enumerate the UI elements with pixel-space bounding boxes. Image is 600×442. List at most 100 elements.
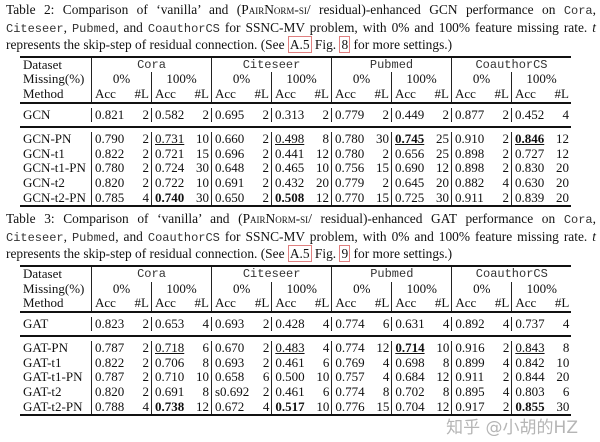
layers-header: #L [191,295,212,312]
acc-cell: 0.500 [272,370,312,385]
header-row: Dataset Cora Citeseer Pubmed CoauthorCS [20,55,571,73]
acc-cell: 0.441 [272,145,312,162]
caption-text: CoauthorCS [147,21,220,36]
acc-cell: 0.698 [392,354,432,371]
missing-rate-header: 100% [391,281,453,297]
layers-value: 2 [431,107,452,123]
acc-value: 0.670 [215,340,245,356]
acc-cell: 0.774 [332,340,372,356]
dataset-header: CoauthorCS [451,55,571,73]
acc-value: 0.645 [395,174,425,190]
layers-value: 2 [131,161,152,176]
layers-value: 12 [431,399,453,417]
layers-header: #L [431,86,452,103]
acc-cell: 0.822 [92,355,132,371]
header-dataset: Dataset [20,55,92,73]
layers-value: 12 [431,161,452,176]
acc-value: 0.465 [275,160,305,176]
layers-value: 10 [311,161,332,176]
caption-text: Table 2: Comparison of ‘vanilla’ and ( [6,2,242,17]
acc-cell: 0.465 [272,161,312,176]
layers-value: 8 [431,384,453,400]
acc-cell: 0.449 [392,107,432,123]
layers-header: #L [554,295,570,311]
acc-header: Acc [155,295,176,311]
caption-text: Pubmed [71,21,116,36]
dataset-header: Cora [91,264,212,282]
layers-value: 2 [491,341,513,356]
acc-value: 0.911 [455,189,484,205]
watermark: 知乎 @小胡的HZ [446,418,578,439]
acc-value: 0.500 [275,369,305,385]
acc-value: 0.698 [395,354,425,370]
acc-value: 0.844 [515,369,545,385]
cross-reference-link[interactable]: 8 [339,36,351,54]
acc-value: 0.788 [95,398,125,414]
acc-cell: 0.660 [212,131,252,147]
acc-cell: 0.498 [272,131,312,147]
acc-cell: 0.672 [211,399,252,417]
acc-value: 0.452 [515,106,545,122]
caption-text: represents the skip-step of residual con… [6,37,288,53]
layers-value: 2 [251,161,272,176]
layers-value: 2 [131,132,152,147]
cross-reference-link[interactable]: A.5 [287,36,312,54]
acc-value: 0.714 [395,340,425,356]
acc-cell: 0.820 [92,384,132,400]
layers-value: 15 [191,146,212,162]
layers-value: 30 [371,132,392,147]
acc-value: 0.508 [275,189,305,205]
cross-reference-link[interactable]: A.5 [287,245,312,263]
acc-cell: 0.770 [331,190,371,208]
cross-reference-link[interactable]: 9 [339,245,351,263]
acc-value: 0.432 [275,174,305,190]
acc-value: 0.787 [95,340,125,356]
acc-value: 0.846 [515,131,545,147]
layers-value: 2 [491,107,512,123]
acc-value: 0.779 [335,106,365,122]
caption-text: PairNorm-si [242,211,309,227]
acc-cell: 0.780 [332,131,372,147]
acc-cell: 0.916 [452,340,492,356]
caption-text: Pubmed [71,230,116,245]
layers-value: 2 [191,107,212,123]
dataset-header: Pubmed [331,264,453,282]
acc-value: 0.658 [215,369,245,385]
layers-value: 2 [371,146,392,162]
table-row: GCN-t2 0.820 2 0.722 10 0.691 2 0.432 20 0.779 2 0.… [20,174,571,191]
acc-cell: 0.822 [92,146,132,162]
acc-value: 0.917 [455,398,485,414]
layers-value: 2 [251,384,273,400]
acc-cell: 0.910 [452,131,492,147]
acc-value: 0.737 [515,315,545,331]
method-name: GAT-t2 [20,384,92,400]
acc-cell: 0.740 [151,190,191,208]
acc-value: 0.441 [275,145,305,161]
layers-value: 20 [311,175,332,191]
header-row: Missing(%) 0% 100% 0% 100% 0% 100% 0% 100% [20,281,571,297]
table-row: GAT-PN 0.787 2 0.718 6 0.670 2 0.483 4 0.774 12 0.7… [20,340,571,356]
layers-header: #L [191,86,212,103]
acc-cell: 0.461 [272,355,312,371]
layers-header: #L [251,295,273,312]
layers-header: #L [311,86,332,103]
acc-value: 0.787 [95,369,125,385]
method-name: GCN-t2-PN [20,190,92,208]
acc-value: 0.839 [515,189,545,205]
acc-cell: 0.846 [512,131,552,147]
acc-header: Acc [455,295,477,311]
method-name: GAT-t2-PN [20,399,92,417]
layers-value: 2 [491,132,512,147]
missing-rate-header: 100% [526,71,557,87]
dataset-header: Pubmed [331,55,452,73]
table-3-caption: Table 3: Comparison of ‘vanilla’ and (Pa… [6,211,596,263]
acc-value: 0.779 [335,174,365,190]
dataset-header: Citeseer [211,55,332,73]
acc-cell: 0.823 [92,316,132,332]
layers-value: 2 [131,341,152,356]
layers-value: 2 [251,107,272,123]
acc-value: 0.898 [455,160,485,176]
acc-value: 0.911 [455,369,485,385]
acc-cell: 0.428 [272,316,312,332]
